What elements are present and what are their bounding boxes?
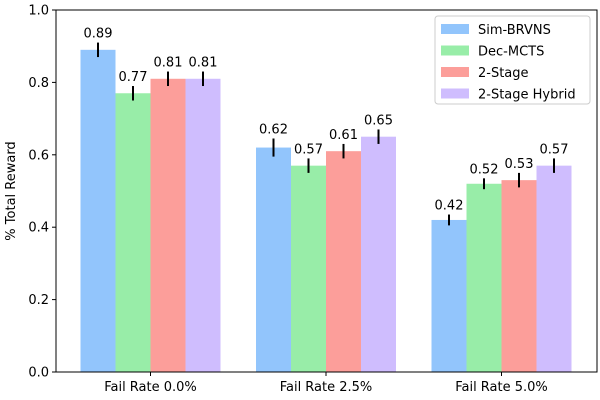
x-tick-label: Fail Rate 2.5%: [280, 380, 373, 395]
y-tick-label: 1.0: [28, 4, 49, 19]
x-tick-label: Fail Rate 5.0%: [455, 380, 548, 395]
data-label: 0.53: [505, 157, 534, 172]
y-axis-title: % Total Reward: [4, 141, 19, 240]
data-label: 0.81: [189, 56, 218, 71]
y-tick-label: 0.6: [28, 148, 49, 163]
legend-swatch: [441, 45, 469, 56]
data-label: 0.62: [259, 123, 288, 138]
bar: [256, 147, 291, 372]
bar: [501, 180, 537, 372]
data-label: 0.81: [154, 56, 183, 71]
data-label: 0.57: [540, 142, 569, 157]
data-label: 0.77: [119, 70, 148, 85]
data-label: 0.57: [294, 142, 323, 157]
y-axis: 0.0 0.2 0.4 0.6 0.8 1.0: [28, 4, 56, 381]
data-label: 0.52: [470, 162, 499, 177]
legend: Sim-BRVNS Dec-MCTS 2-Stage 2-Stage Hybrid: [434, 15, 591, 105]
bar: [361, 136, 396, 372]
error-bars-layer: [97, 42, 555, 226]
x-axis: Fail Rate 0.0% Fail Rate 2.5% Fail Rate 5.…: [104, 372, 548, 395]
data-label: 0.65: [364, 113, 393, 128]
y-tick-label: 0.4: [28, 221, 49, 236]
y-tick-label: 0.0: [28, 366, 49, 381]
bars-layer: [80, 49, 572, 372]
legend-label: Sim-BRVNS: [478, 23, 551, 38]
legend-swatch: [441, 88, 469, 99]
bar: [185, 78, 221, 372]
legend-label: 2-Stage Hybrid: [478, 88, 576, 103]
bar: [115, 93, 151, 372]
data-label: 0.42: [435, 199, 464, 214]
y-tick-label: 0.2: [28, 293, 49, 308]
legend-swatch: [441, 67, 469, 77]
data-labels-layer: 0.89 0.77 0.81 0.81 0.62 0.57 0.61 0.65 0.42 0.52…: [84, 27, 569, 214]
legend-swatch: [441, 24, 469, 34]
data-label: 0.89: [84, 27, 113, 42]
bar: [150, 78, 186, 372]
x-tick-label: Fail Rate 0.0%: [104, 380, 197, 395]
bar: [80, 49, 116, 372]
legend-label: 2-Stage: [478, 66, 529, 81]
bar: [466, 183, 502, 372]
data-label: 0.61: [329, 128, 358, 143]
y-tick-label: 0.8: [28, 76, 49, 91]
bar: [536, 165, 572, 372]
legend-label: Dec-MCTS: [478, 45, 544, 60]
bar: [431, 219, 467, 372]
bar: [291, 165, 326, 372]
legend-box: [434, 15, 591, 105]
bar: [326, 151, 361, 372]
